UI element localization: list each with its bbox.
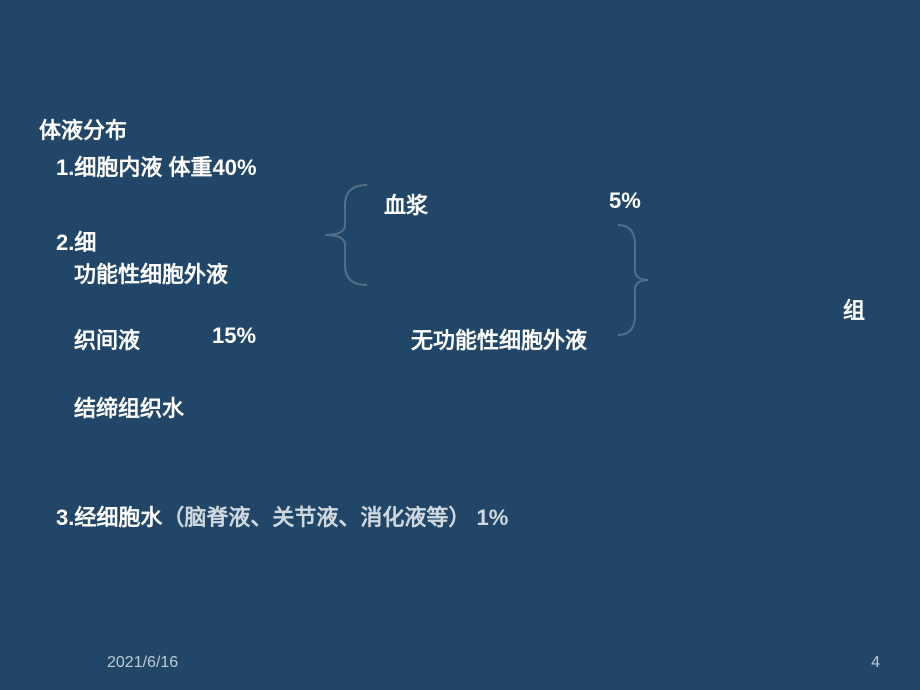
line3-num: 3. bbox=[56, 505, 74, 530]
footer-date: 2021/6/16 bbox=[107, 654, 178, 672]
plasma-pct: 5% bbox=[609, 188, 641, 214]
footer-page-number: 4 bbox=[871, 654, 880, 672]
line2: 2.细 bbox=[56, 225, 96, 257]
line1: 1.细胞内液 体重40% bbox=[56, 150, 257, 182]
nonfunctional-ecf: 无功能性细胞外液 bbox=[411, 323, 587, 355]
line2-num: 2. bbox=[56, 230, 74, 255]
interstitial-label: 织间液 bbox=[74, 323, 140, 355]
slide-container: 体液分布 1.细胞内液 体重40% 血浆 5% 2.细 功能性细胞外液 组 织间… bbox=[0, 0, 920, 690]
title: 体液分布 bbox=[39, 113, 127, 145]
right-brace-icon bbox=[610, 220, 650, 340]
line2-text: 细 bbox=[74, 230, 96, 255]
line3-pct: 1% bbox=[477, 505, 509, 530]
functional-ecf: 功能性细胞外液 bbox=[74, 257, 228, 289]
line3: 3.经细胞水（脑脊液、关节液、消化液等） 1% bbox=[56, 500, 508, 532]
line3-paren: （脑脊液、关节液、消化液等） bbox=[162, 505, 470, 530]
line3-label: 经细胞水 bbox=[74, 505, 162, 530]
left-brace-icon bbox=[305, 180, 370, 290]
tissue-char: 组 bbox=[843, 293, 865, 325]
connective-water: 结缔组织水 bbox=[74, 391, 184, 423]
interstitial-pct: 15% bbox=[212, 323, 256, 349]
line1-text: 细胞内液 体重40% bbox=[74, 155, 256, 180]
plasma-label: 血浆 bbox=[384, 188, 428, 220]
line1-num: 1. bbox=[56, 155, 74, 180]
